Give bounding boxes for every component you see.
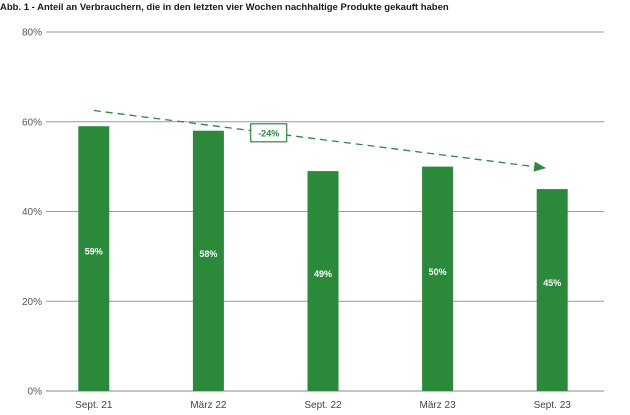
annotation-box	[250, 123, 288, 143]
y-tick-label: 0%	[28, 387, 43, 398]
bar	[307, 171, 339, 391]
y-tick-label: 40%	[22, 207, 42, 218]
y-tick-label: 20%	[22, 297, 42, 308]
bar	[536, 189, 568, 391]
bar-value-label: 45%	[543, 278, 561, 288]
x-tick-label: Sept. 23	[534, 400, 572, 411]
x-tick-label: Sept. 22	[304, 400, 342, 411]
bar	[422, 166, 454, 391]
trend-line	[93, 109, 535, 168]
y-tick-label: 80%	[22, 28, 42, 39]
bar-value-label: 49%	[314, 269, 332, 279]
bar	[192, 130, 224, 391]
x-tick-label: Sept. 21	[75, 400, 113, 411]
bar-value-label: 50%	[429, 267, 447, 277]
y-tick-label: 60%	[22, 117, 42, 128]
bar-value-label: 59%	[85, 247, 103, 257]
annotation-label: -24%	[258, 128, 279, 138]
chart-title: Abb. 1 - Anteil an Verbrauchern, die in …	[0, 2, 449, 13]
bar-value-label: 58%	[199, 249, 217, 259]
x-tick-label: März 22	[190, 400, 227, 411]
x-tick-label: März 23	[420, 400, 457, 411]
bar	[78, 126, 110, 392]
trend-arrowhead	[533, 161, 547, 172]
